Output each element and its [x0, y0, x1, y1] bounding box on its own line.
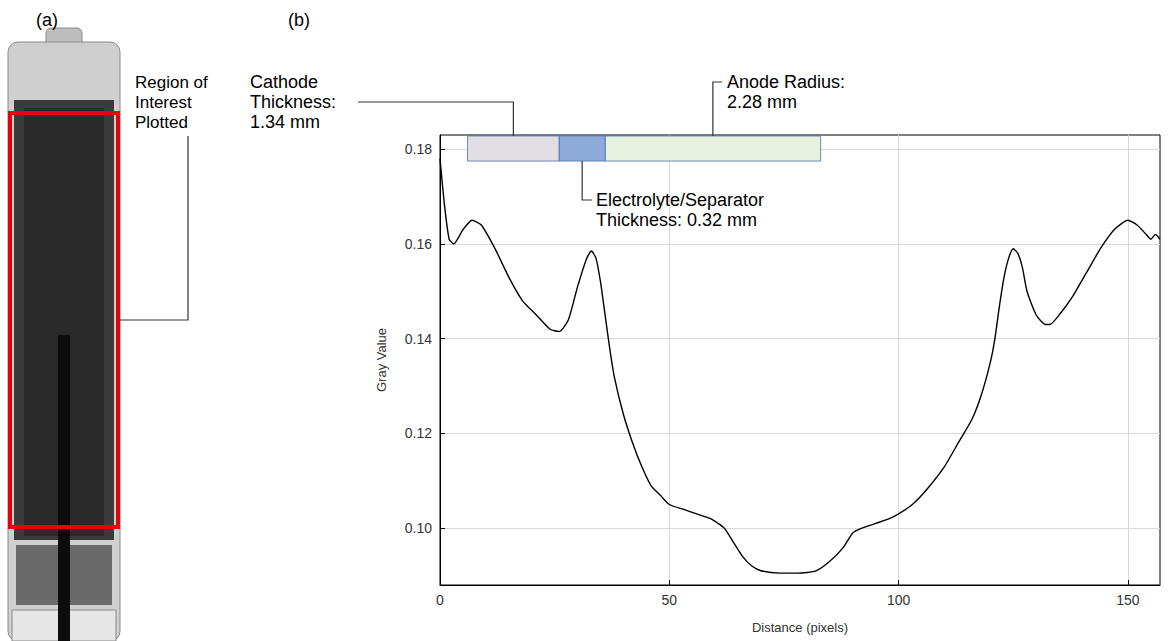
svg-text:Region of: Region of [135, 73, 208, 92]
svg-text:0.12: 0.12 [405, 425, 432, 441]
svg-text:Cathode: Cathode [250, 72, 318, 92]
svg-text:Interest: Interest [135, 93, 192, 112]
svg-text:(b): (b) [288, 10, 310, 30]
svg-text:Gray Value: Gray Value [374, 328, 389, 392]
svg-text:0.18: 0.18 [405, 141, 432, 157]
svg-text:Anode Radius:: Anode Radius: [727, 72, 845, 92]
svg-text:0.10: 0.10 [405, 520, 432, 536]
svg-text:0.16: 0.16 [405, 236, 432, 252]
svg-text:50: 50 [662, 592, 678, 608]
svg-text:150: 150 [1116, 592, 1140, 608]
svg-text:Thickness:: Thickness: [250, 92, 336, 112]
svg-text:0.14: 0.14 [405, 331, 432, 347]
svg-text:100: 100 [887, 592, 911, 608]
svg-text:0: 0 [436, 592, 444, 608]
svg-text:(a): (a) [36, 10, 58, 30]
svg-text:Distance (pixels): Distance (pixels) [752, 620, 848, 635]
svg-text:Thickness: 0.32 mm: Thickness: 0.32 mm [596, 210, 757, 230]
svg-text:2.28 mm: 2.28 mm [727, 92, 797, 112]
svg-text:Plotted: Plotted [135, 113, 188, 132]
svg-text:Electrolyte/Separator: Electrolyte/Separator [596, 190, 764, 210]
svg-text:1.34 mm: 1.34 mm [250, 112, 320, 132]
